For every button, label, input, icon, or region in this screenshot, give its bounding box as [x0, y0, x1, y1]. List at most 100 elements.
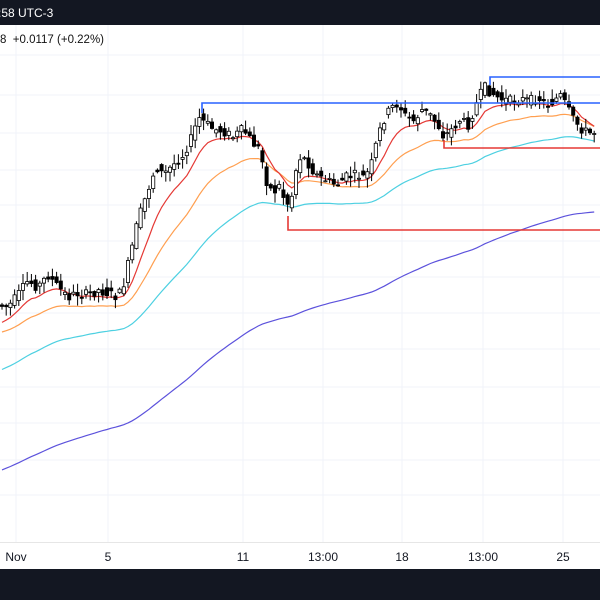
candle-down — [256, 144, 261, 147]
candle-down — [306, 157, 311, 169]
candle-up — [214, 129, 219, 134]
candle-down — [209, 121, 214, 129]
candle-up — [180, 157, 185, 160]
candle-down — [499, 92, 504, 101]
candle-down — [272, 185, 277, 194]
candle-up — [226, 130, 231, 136]
candle-up — [151, 175, 156, 189]
candle-up — [386, 107, 391, 116]
candle-down — [100, 289, 105, 296]
candle-up — [365, 171, 370, 179]
candle-up — [558, 93, 563, 98]
candle-up — [121, 286, 126, 295]
candle-up — [327, 177, 332, 180]
candlestick-chart[interactable] — [0, 25, 600, 542]
candle-down — [75, 292, 80, 297]
candle-down — [579, 127, 584, 134]
candle-down — [440, 131, 445, 139]
candle-up — [323, 180, 328, 183]
price-change-prefix: 8 — [0, 34, 7, 46]
candle-up — [461, 118, 466, 120]
candle-up — [457, 121, 462, 124]
candle-up — [289, 195, 294, 209]
candle-up — [37, 282, 42, 287]
candle-down — [571, 106, 576, 116]
candle-down — [331, 178, 336, 185]
candle-up — [382, 123, 387, 131]
candle-up — [8, 302, 13, 308]
clock-label: :58 UTC-3 — [0, 6, 54, 20]
candle-up — [356, 177, 361, 180]
candle-up — [503, 97, 508, 105]
candle-down — [50, 276, 55, 280]
candle-down — [54, 276, 59, 283]
candle-up — [163, 170, 168, 173]
candle-up — [344, 172, 349, 182]
candle-down — [222, 128, 227, 137]
candle-up — [352, 169, 357, 174]
candle-down — [394, 104, 399, 108]
candle-down — [218, 126, 223, 133]
candle-down — [243, 129, 248, 134]
time-axis[interactable]: Nov 5 11 13:00 18 13:00 25 — [0, 542, 600, 570]
candle-down — [411, 114, 416, 122]
candle-down — [92, 291, 97, 297]
candle-down — [251, 134, 256, 147]
candle-down — [67, 293, 72, 301]
candle-up — [130, 244, 135, 261]
x-tick-label: 25 — [556, 550, 570, 564]
support-level-line — [443, 140, 600, 149]
candle-up — [390, 104, 395, 108]
candle-up — [71, 291, 76, 295]
candle-up — [369, 159, 374, 175]
chart-plot-area[interactable]: 8 +0.0117 (+0.22%) — [0, 25, 600, 542]
candle-down — [575, 116, 580, 125]
candle-up — [167, 166, 172, 173]
candle-up — [474, 102, 479, 116]
price-change-value: +0.0117 (+0.22%) — [12, 34, 105, 46]
candle-down — [432, 114, 437, 122]
candle-up — [415, 117, 420, 125]
resistance-level-line — [201, 102, 600, 113]
candle-up — [16, 290, 21, 301]
candle-down — [407, 116, 412, 119]
x-tick-label: 5 — [104, 550, 112, 564]
candle-down — [319, 170, 324, 177]
candle-up — [42, 277, 47, 284]
candle-up — [592, 133, 597, 135]
candle-up — [525, 97, 530, 100]
candle-down — [335, 184, 340, 187]
candle-up — [230, 137, 235, 140]
candle-down — [247, 131, 252, 137]
candle-up — [445, 132, 450, 135]
candle-up — [449, 128, 454, 138]
candle-up — [193, 125, 198, 141]
candle-down — [348, 175, 353, 179]
candle-down — [567, 101, 572, 108]
candle-up — [20, 283, 25, 291]
candle-up — [377, 127, 382, 141]
candle-down — [159, 164, 164, 172]
candle-down — [58, 280, 63, 290]
candle-up — [470, 118, 475, 122]
candle-down — [495, 91, 500, 98]
candle-up — [293, 170, 298, 195]
candle-down — [105, 287, 110, 297]
candle-down — [268, 184, 273, 189]
candle-up — [478, 88, 483, 100]
candle-up — [84, 289, 89, 295]
x-tick-label: 11 — [236, 550, 250, 564]
price-change-readout: 8 +0.0117 (+0.22%) — [0, 34, 104, 46]
candle-down — [546, 105, 551, 108]
candle-down — [285, 194, 290, 205]
moving-average-line — [1, 211, 595, 471]
support-level-line — [287, 216, 600, 231]
candle-down — [424, 108, 429, 111]
candle-up — [142, 198, 147, 212]
candle-down — [155, 169, 160, 173]
candle-up — [63, 291, 68, 295]
candle-down — [260, 150, 265, 163]
candle-down — [398, 107, 403, 111]
candle-up — [508, 95, 513, 103]
candle-down — [403, 107, 408, 114]
